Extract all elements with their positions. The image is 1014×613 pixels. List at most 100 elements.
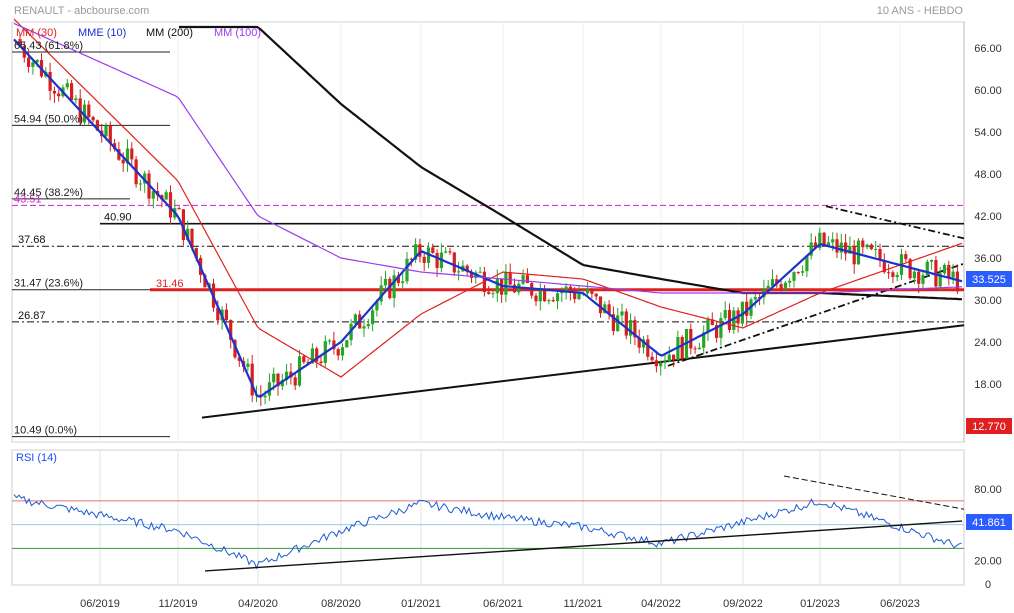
- candle-body: [422, 256, 426, 263]
- candle-body: [104, 125, 108, 137]
- candle-body: [448, 251, 452, 253]
- candle-body: [844, 242, 848, 254]
- period-label: 10 ANS - HEBDO: [877, 5, 964, 17]
- last-price-value: 33.525: [972, 274, 1006, 286]
- candle-body: [586, 288, 590, 294]
- x-axis-label: 04/2020: [238, 598, 278, 610]
- fib-label: 31.47 (23.6%): [14, 278, 83, 290]
- candle-body: [878, 248, 882, 261]
- candle-body: [624, 311, 628, 336]
- candle-body: [835, 239, 839, 253]
- rsi-tick-label: 0: [985, 579, 991, 591]
- candle-body: [659, 362, 663, 367]
- candle-body: [667, 354, 671, 362]
- ma-line-mm100: [13, 22, 963, 294]
- candle-body: [267, 382, 271, 396]
- candle-body: [719, 318, 723, 338]
- x-axis-labels: 06/2019 11/2019 04/2020 08/2020 01/2021 06/20…: [80, 598, 920, 610]
- candle-body: [852, 246, 856, 265]
- candle-body: [869, 244, 873, 250]
- rsi-last-value: 41.861: [972, 517, 1006, 529]
- candle-body: [831, 239, 835, 243]
- rsi-line-group: [13, 475, 965, 572]
- candle-body: [680, 337, 684, 359]
- x-axis-label: 11/2019: [159, 598, 198, 610]
- candle-body: [938, 273, 942, 287]
- candle-body: [280, 380, 284, 387]
- candle-body: [839, 242, 843, 253]
- candle-body: [151, 191, 155, 199]
- candle-body: [555, 293, 560, 302]
- candle-body: [418, 244, 422, 257]
- candle-body: [263, 395, 267, 398]
- header-separator: -: [64, 5, 74, 17]
- candle-body: [895, 274, 899, 278]
- candle-body: [203, 274, 207, 288]
- candle-body: [143, 173, 147, 184]
- candle-body: [216, 307, 220, 321]
- candle-body: [560, 292, 564, 294]
- candle-body: [508, 272, 512, 285]
- rsi-title: RSI (14): [16, 452, 57, 464]
- candle-body: [392, 275, 396, 299]
- candle-body: [27, 57, 31, 67]
- fib-label: 44.45 (38.2%): [14, 187, 83, 199]
- candle-body: [293, 377, 297, 386]
- price-ticks: 66.00 60.00 54.00 48.00 42.00 36.00 30.00 24.00…: [974, 43, 1002, 391]
- candle-body: [594, 293, 598, 297]
- candle-body: [108, 125, 112, 144]
- fib-label: 10.49 (0.0%): [14, 425, 77, 437]
- candle-body: [801, 271, 805, 273]
- candle-body: [740, 301, 744, 324]
- candle-body: [904, 254, 908, 260]
- level-label: 37.68: [18, 234, 46, 246]
- candle-body: [469, 271, 474, 278]
- candle-body: [697, 347, 701, 350]
- candle-body: [65, 83, 69, 88]
- candle-body: [409, 258, 413, 260]
- price-tick-label: 66.00: [974, 43, 1002, 55]
- candle-body: [573, 292, 577, 300]
- candle-body: [181, 209, 185, 240]
- candle-body: [233, 339, 237, 358]
- candle-body: [246, 363, 250, 367]
- legend-mm30: MM (30): [16, 27, 57, 39]
- candle-body: [577, 293, 581, 300]
- candle-body: [285, 371, 289, 381]
- candle-body: [194, 248, 198, 258]
- candle-body: [371, 310, 375, 325]
- level-label: 26.87: [18, 310, 46, 322]
- candle-body: [723, 310, 727, 319]
- candle-body: [345, 340, 349, 348]
- min-price-value: 12.770: [972, 421, 1006, 433]
- candle-body: [710, 319, 714, 326]
- price-tick-label: 48.00: [974, 169, 1002, 181]
- candle-body: [82, 104, 87, 123]
- price-tick-label: 24.00: [974, 337, 1002, 349]
- ma-line-mm200: [179, 25, 963, 301]
- rsi-last-badge: [966, 514, 1012, 530]
- candle-body: [930, 260, 934, 262]
- candle-body: [607, 304, 611, 315]
- candle-body: [874, 248, 878, 250]
- candle-body: [598, 296, 603, 314]
- candle-body: [487, 292, 491, 294]
- level-label: 40.90: [104, 212, 132, 224]
- candle-body: [805, 255, 809, 272]
- x-axis-label: 06/2019: [80, 598, 120, 610]
- min-price-badge: [966, 418, 1012, 434]
- candle-body: [921, 275, 925, 284]
- source-label: abcbourse.com: [74, 5, 149, 17]
- candle-body: [534, 295, 538, 302]
- moving-averages: [13, 18, 963, 398]
- candle-body: [332, 340, 336, 350]
- candle-body: [568, 286, 572, 293]
- x-axis-label: 01/2023: [800, 598, 840, 610]
- candle-body: [822, 232, 826, 246]
- candle-body: [925, 261, 929, 276]
- candle-body: [310, 348, 314, 364]
- candle-body: [125, 148, 130, 164]
- candle-body: [951, 271, 955, 278]
- vertical-grid: [99, 22, 901, 585]
- candle-body: [818, 232, 822, 249]
